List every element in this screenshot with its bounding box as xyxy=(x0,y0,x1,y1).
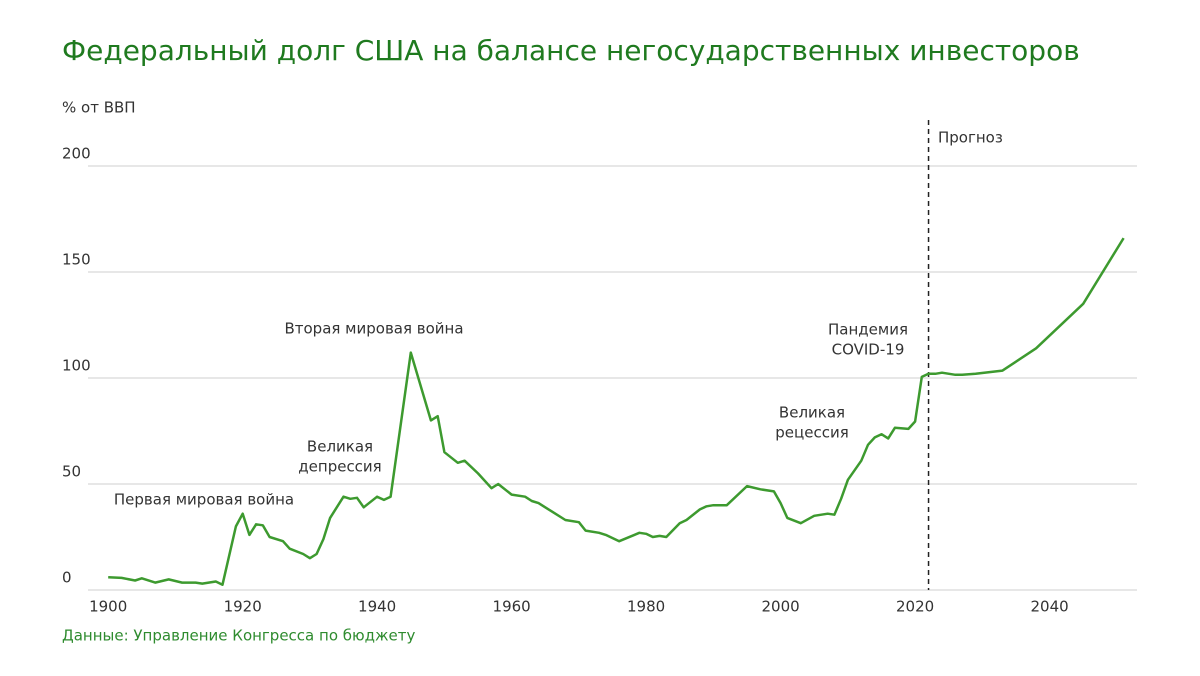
y-tick-label: 200 xyxy=(62,145,91,163)
x-tick-label: 1960 xyxy=(493,598,531,616)
x-tick-label: 1980 xyxy=(627,598,665,616)
x-tick-label: 1900 xyxy=(89,598,127,616)
x-tick-label: 1940 xyxy=(358,598,396,616)
forecast-label: Прогноз xyxy=(938,129,1003,147)
annotation: депрессия xyxy=(298,458,381,476)
annotation: Пандемия xyxy=(828,321,908,339)
annotation: Великая xyxy=(307,438,373,456)
data-line xyxy=(108,237,1125,586)
y-tick-label: 100 xyxy=(62,357,91,375)
chart-title: Федеральный долг США на балансе негосуда… xyxy=(62,34,1080,67)
x-tick-label: 2040 xyxy=(1030,598,1068,616)
x-tick-label: 2000 xyxy=(762,598,800,616)
annotation: рецессия xyxy=(775,424,848,442)
annotation: COVID-19 xyxy=(832,341,905,359)
annotation: Вторая мировая война xyxy=(284,320,463,338)
x-tick-label: 2020 xyxy=(896,598,934,616)
y-tick-label: 0 xyxy=(62,569,72,587)
y-tick-label: 50 xyxy=(62,463,81,481)
y-axis-label: % от ВВП xyxy=(62,99,136,117)
annotation: Великая xyxy=(779,404,845,422)
annotation: Первая мировая война xyxy=(114,491,294,509)
x-tick-label: 1920 xyxy=(224,598,262,616)
y-tick-label: 150 xyxy=(62,251,91,269)
source: Данные: Управление Конгресса по бюджету xyxy=(62,627,415,645)
